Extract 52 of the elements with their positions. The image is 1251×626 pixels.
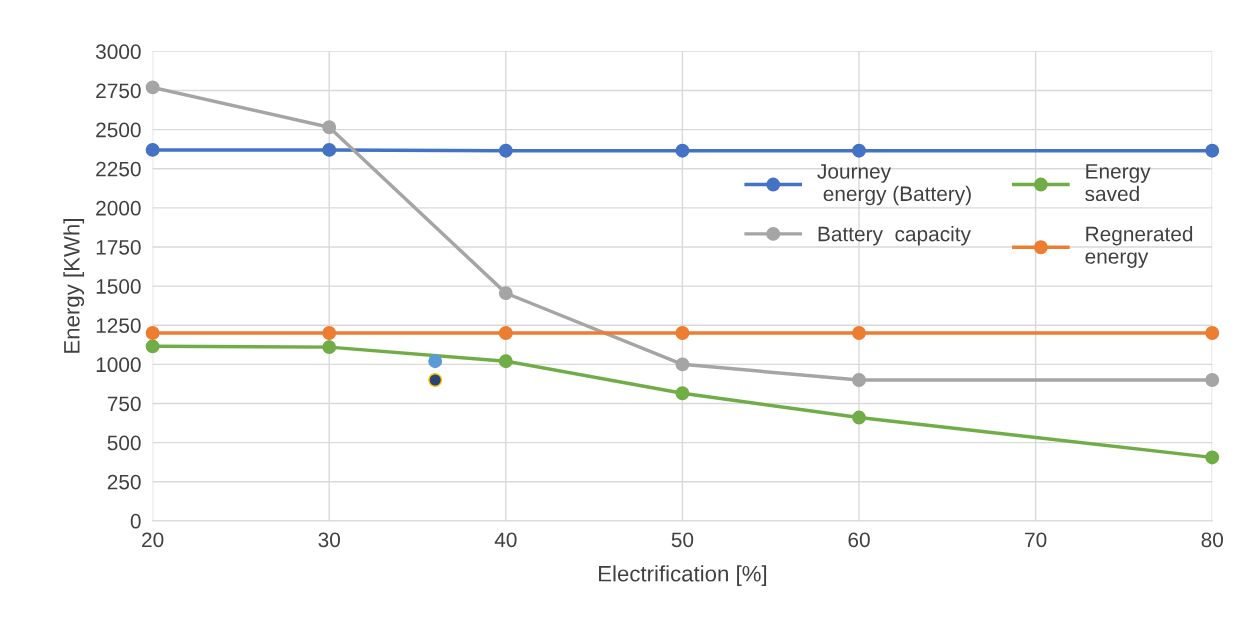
point — [145, 339, 160, 354]
y-axis-title: Energy [KWh] — [63, 219, 85, 353]
point — [145, 80, 160, 95]
point — [322, 340, 337, 355]
x-tick-label: 50 — [671, 532, 694, 548]
x-tick-label: 30 — [318, 532, 340, 548]
y-tick-label: 1250 — [96, 318, 141, 333]
point — [498, 326, 513, 340]
point — [1205, 450, 1220, 465]
x-tick-label: 40 — [494, 532, 517, 548]
point — [498, 354, 513, 369]
y-tick-label: 1000 — [96, 357, 141, 373]
point — [498, 286, 513, 301]
point — [1205, 373, 1220, 387]
y-tick-label: 250 — [107, 474, 141, 490]
y-tick-label: 750 — [107, 396, 141, 412]
legend-label: Journey energy (Battery) — [817, 164, 971, 206]
point — [322, 142, 337, 157]
legend-label: Battery capacity — [818, 226, 971, 246]
point — [145, 142, 160, 157]
point — [675, 386, 690, 401]
point — [675, 326, 690, 340]
point — [428, 354, 443, 369]
point — [322, 326, 337, 340]
point — [322, 120, 337, 135]
x-tick-label: 20 — [142, 532, 164, 548]
x-axis-title: Electrification [%] — [599, 565, 767, 586]
point — [145, 326, 160, 340]
point — [1205, 326, 1220, 340]
point — [675, 143, 690, 158]
y-tick-label: 2750 — [96, 83, 141, 99]
point — [428, 373, 443, 387]
point — [1205, 143, 1220, 158]
x-tick-label: 70 — [1025, 532, 1047, 548]
legend-label: Regnerated energy — [1085, 226, 1193, 268]
y-tick-label: 1750 — [96, 239, 141, 255]
x-tick-label: 80 — [1201, 532, 1223, 548]
point — [675, 357, 690, 372]
point — [852, 410, 866, 425]
y-tick-label: 2250 — [96, 161, 141, 177]
y-tick-label: 0 — [130, 513, 141, 529]
y-tick-label: 3000 — [95, 44, 141, 60]
y-tick-label: 1500 — [96, 279, 141, 294]
y-tick-label: 500 — [107, 435, 141, 451]
point — [852, 326, 866, 340]
legend-label: Energy saved — [1085, 164, 1151, 202]
x-tick-label: 60 — [848, 532, 870, 548]
point — [852, 373, 866, 387]
point — [498, 143, 513, 158]
point — [852, 143, 866, 158]
y-tick-label: 2000 — [96, 200, 141, 216]
y-tick-label: 2500 — [96, 122, 141, 138]
